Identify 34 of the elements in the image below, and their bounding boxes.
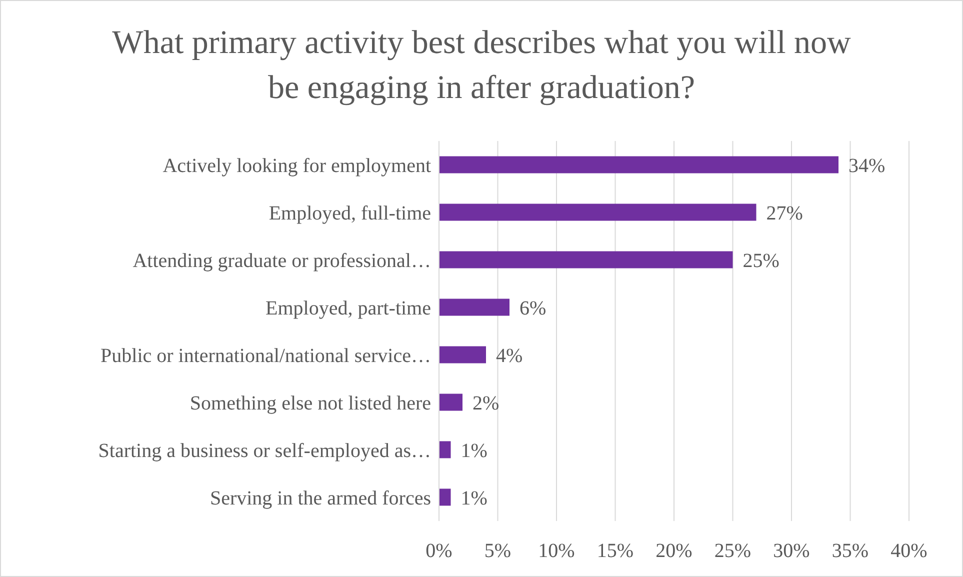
x-tick-label: 5%	[484, 540, 512, 562]
data-label: 25%	[742, 250, 780, 272]
x-tick-label: 10%	[538, 540, 575, 562]
x-tick-label: 15%	[596, 540, 634, 562]
y-tick-label: Attending graduate or professional…	[132, 250, 431, 272]
bar	[439, 204, 756, 221]
x-tick-label: 35%	[832, 540, 869, 562]
bar	[439, 441, 451, 458]
chart-title: What primary activity best describes what you will now be engaging in after graduation?	[111, 24, 852, 108]
bar	[439, 251, 733, 268]
x-tick-label: 0%	[426, 540, 452, 562]
bar	[439, 156, 838, 174]
y-tick-label: Something else not listed here	[190, 392, 432, 414]
y-tick-label: Employed, part-time	[265, 297, 432, 320]
data-label: 34%	[848, 154, 886, 177]
y-tick-label: Serving in the armed forces	[210, 487, 432, 510]
y-tick-label: Starting a business or self-employed as…	[98, 440, 431, 462]
x-tick-label: 40%	[890, 540, 928, 562]
y-tick-label: Employed, full-time	[268, 202, 432, 224]
data-label: 1%	[460, 440, 488, 462]
data-label: 2%	[472, 392, 500, 414]
x-tick-label: 30%	[773, 540, 810, 562]
bar	[439, 346, 486, 364]
y-tick-label: Public or international/national service…	[100, 344, 431, 367]
bar	[439, 488, 451, 506]
y-tick-label: Actively looking for employment	[162, 154, 432, 177]
x-tick-label: 20%	[656, 540, 692, 562]
data-label: 1%	[460, 487, 488, 510]
data-label: 4%	[496, 344, 523, 367]
x-tick-label: 25%	[714, 540, 752, 562]
bar	[439, 394, 462, 411]
data-label: 27%	[766, 202, 803, 224]
bar	[439, 298, 510, 316]
data-label: 6%	[520, 297, 546, 320]
